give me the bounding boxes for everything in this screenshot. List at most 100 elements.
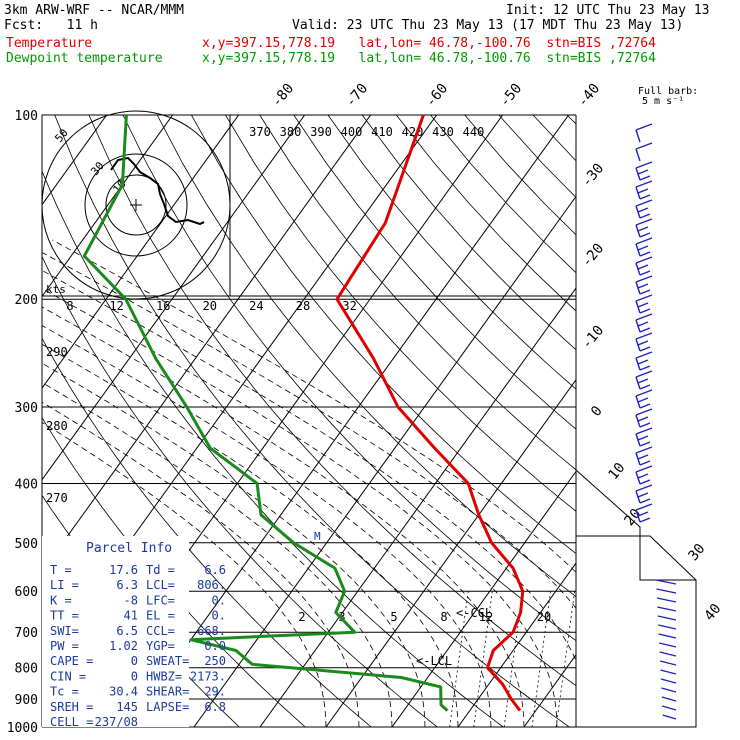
wind-barb-staff	[635, 332, 653, 340]
wind-barb-staff	[635, 142, 653, 150]
isotherm-line	[42, 115, 372, 573]
pressure-label: 900	[15, 693, 38, 708]
lower-wind-barb	[657, 615, 677, 621]
pressure-label: 600	[15, 585, 38, 600]
mixing-ratio-line	[586, 591, 605, 727]
parcel-row-label: HWBZ=	[146, 669, 182, 683]
wind-barb	[635, 123, 653, 143]
parcel-row-label: CAPE =	[50, 654, 93, 668]
dry-adiabat-line	[498, 115, 576, 199]
parcel-row-label: T =	[50, 563, 72, 577]
wind-barb-flag	[637, 321, 649, 327]
parcel-row-label: YGP=	[146, 639, 175, 653]
wind-barb-staff	[635, 351, 653, 359]
lower-wind-barb	[658, 642, 677, 648]
dry-adiabat-line	[293, 115, 576, 430]
theta-e-label: 380	[280, 125, 302, 139]
wind-barb-flag	[639, 403, 651, 409]
parcel-row-value: 145	[116, 700, 138, 714]
wind-barb-flag	[637, 359, 649, 365]
dry-adiabat-line	[225, 115, 576, 512]
theta-e-label: 390	[310, 125, 332, 139]
wind-barb-staff	[635, 218, 653, 226]
lower-wind-barb	[660, 669, 677, 675]
wind-barb-flag	[639, 384, 651, 390]
barb-legend-units: 5 m s⁻¹	[642, 96, 684, 107]
dry-adiabat-line	[704, 115, 740, 727]
dry-adiabat-line	[54, 115, 570, 727]
isotherm-label: 0	[588, 403, 606, 420]
wind-barb	[635, 351, 653, 371]
wind-barb-staff	[635, 161, 653, 169]
parcel-row-label: Td =	[146, 563, 175, 577]
parcel-row-label: TT =	[50, 609, 79, 623]
pressure-label: 300	[15, 401, 38, 416]
parcel-row-value: 29.	[204, 685, 226, 699]
temperature-legend-label: Temperature	[6, 36, 93, 51]
pressure-label: 100	[15, 109, 38, 124]
parcel-row-value: 1.02	[109, 639, 138, 653]
isotherm-line	[457, 562, 576, 727]
dry-adiabat-line	[566, 115, 576, 125]
forecast-hour: Fcst: 11 h	[4, 18, 98, 33]
hodo-speed-label: 12	[109, 299, 123, 313]
isotherm-label: -40	[575, 81, 604, 111]
dry-adiabat-label: 280	[46, 419, 68, 433]
isotherm-label: -80	[269, 81, 298, 111]
wind-barb	[635, 389, 653, 409]
dry-adiabat-line	[122, 115, 576, 642]
wind-barb-flag	[639, 175, 651, 181]
parcel-row-value: 6.6	[204, 563, 226, 577]
wind-barb-staff	[635, 123, 653, 131]
mixing-ratio-label: 12	[479, 610, 493, 624]
isotherm-label: -50	[497, 81, 526, 111]
wind-barb-flag	[639, 498, 651, 504]
hodograph-ring-label: 30	[88, 159, 106, 178]
isotherm-line	[127, 115, 570, 727]
parcel-row-value: 2173.	[190, 669, 226, 683]
isotherm-label: -10	[579, 323, 608, 353]
theta-e-label: 400	[341, 125, 363, 139]
wind-barb	[635, 503, 653, 523]
dry-adiabat-line	[670, 115, 740, 727]
wind-barb-flag	[637, 416, 649, 422]
ccl-annotation: <-CCL	[456, 606, 492, 620]
theta-e-label: 370	[249, 125, 271, 139]
wind-barb	[635, 313, 653, 333]
parcel-info-panel: Parcel Info T = 17.6 Td = 6.6 LI = 6.3 LCL= 806.…	[42, 536, 226, 729]
m-annotation: M	[314, 530, 321, 543]
parcel-row-label: LFC=	[146, 593, 175, 607]
wind-barb-staff	[635, 503, 653, 511]
isotherm-label: 10	[605, 460, 628, 483]
mixing-ratio-label: 2	[298, 610, 305, 624]
isotherm-label: -20	[579, 241, 608, 271]
wind-barb-staff	[635, 389, 653, 397]
dry-adiabat-line	[191, 115, 576, 555]
lower-wind-barb	[658, 633, 677, 639]
dry-adiabat-line	[601, 115, 740, 727]
wind-barb-flag	[639, 194, 651, 200]
hodograph-ring-label: 50	[52, 126, 70, 145]
isotherm-label: -60	[423, 81, 452, 111]
wind-barb-flag	[637, 492, 649, 498]
wind-barb-flag	[637, 245, 649, 251]
parcel-row-label: Tc =	[50, 685, 79, 699]
parcel-row-value: 0	[131, 654, 138, 668]
parcel-row-value: 17.6	[109, 563, 138, 577]
parcel-row-value: 0	[131, 669, 138, 683]
wind-barb-flag	[639, 213, 651, 219]
parcel-row-value: 6.8	[204, 700, 226, 714]
wind-barb-shaft	[635, 148, 641, 162]
parcel-info-title: Parcel Info	[86, 541, 172, 556]
dry-adiabat-line	[430, 115, 576, 274]
barb-legend-title: Full barb:	[638, 86, 698, 97]
wind-barb-staff	[635, 427, 653, 435]
wind-barbs: Full barb:5 m s⁻¹	[635, 86, 698, 720]
isotherm-label: -70	[343, 81, 372, 111]
isotherm-line	[259, 287, 576, 727]
hodo-speed-label: 16	[156, 299, 170, 313]
wind-barb-flag	[637, 302, 649, 308]
barb-frame	[575, 469, 697, 728]
wind-barb-flag	[637, 226, 649, 232]
